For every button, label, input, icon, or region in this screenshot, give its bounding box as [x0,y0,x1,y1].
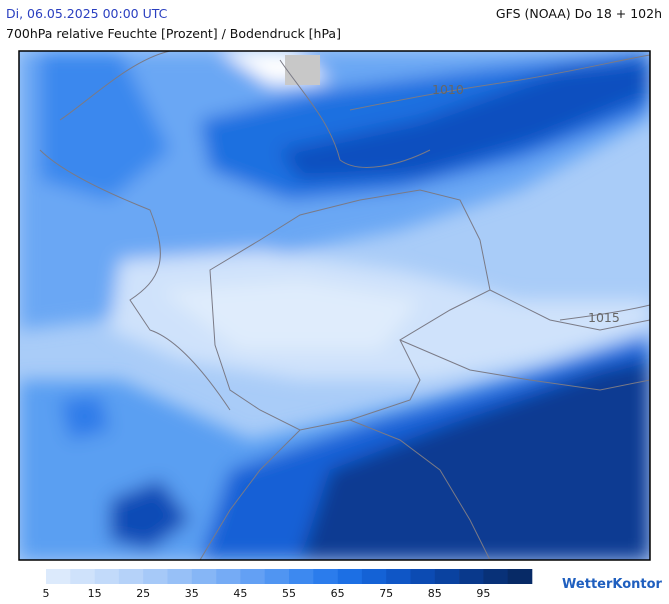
isobar-label: 1015 [588,310,620,325]
colorbar-swatch [289,569,314,584]
map-subtitle: 700hPa relative Feuchte [Prozent] / Bode… [6,26,341,41]
isobar-label: 1010 [432,82,464,97]
colorbar-swatch [386,569,411,584]
colorbar-swatch [143,569,168,584]
colorbar-swatch [70,569,95,584]
colorbar-swatch [434,569,460,584]
colorbar: 5 15 25 35 45 55 65 75 85 95 [43,569,533,600]
colorbar-swatch [483,569,508,584]
colorbar-swatch [191,569,217,584]
colorbar-swatch [507,569,533,584]
humidity-field: 1010 1015 [19,51,650,560]
colorbar-swatch [118,569,144,584]
colorbar-swatch [216,569,241,584]
colorbar-swatch [167,569,193,584]
colorbar-swatch [46,569,71,584]
colorbar-label: 45 [233,587,247,600]
colorbar-swatch [313,569,338,584]
colorbar-label: 95 [476,587,490,600]
colorbar-swatch [94,569,120,584]
colorbar-label: 5 [43,587,50,600]
colorbar-label: 35 [185,587,199,600]
colorbar-label: 75 [379,587,393,600]
colorbar-swatch [459,569,484,584]
colorbar-swatch [410,569,436,584]
colorbar-label: 65 [331,587,345,600]
colorbar-label: 25 [136,587,150,600]
colorbar-label: 55 [282,587,296,600]
colorbar-swatch [361,569,387,584]
colorbar-swatch [337,569,363,584]
colorbar-swatch [264,569,290,584]
map-frame [18,50,651,561]
colorbar-label: 15 [88,587,102,600]
colorbar-swatch [240,569,265,584]
logo: WetterKontor [562,577,663,592]
colorbar-label: 85 [428,587,442,600]
model-run: GFS (NOAA) Do 18 + 102h [496,6,662,21]
valid-time: Di, 06.05.2025 00:00 UTC [6,6,168,21]
